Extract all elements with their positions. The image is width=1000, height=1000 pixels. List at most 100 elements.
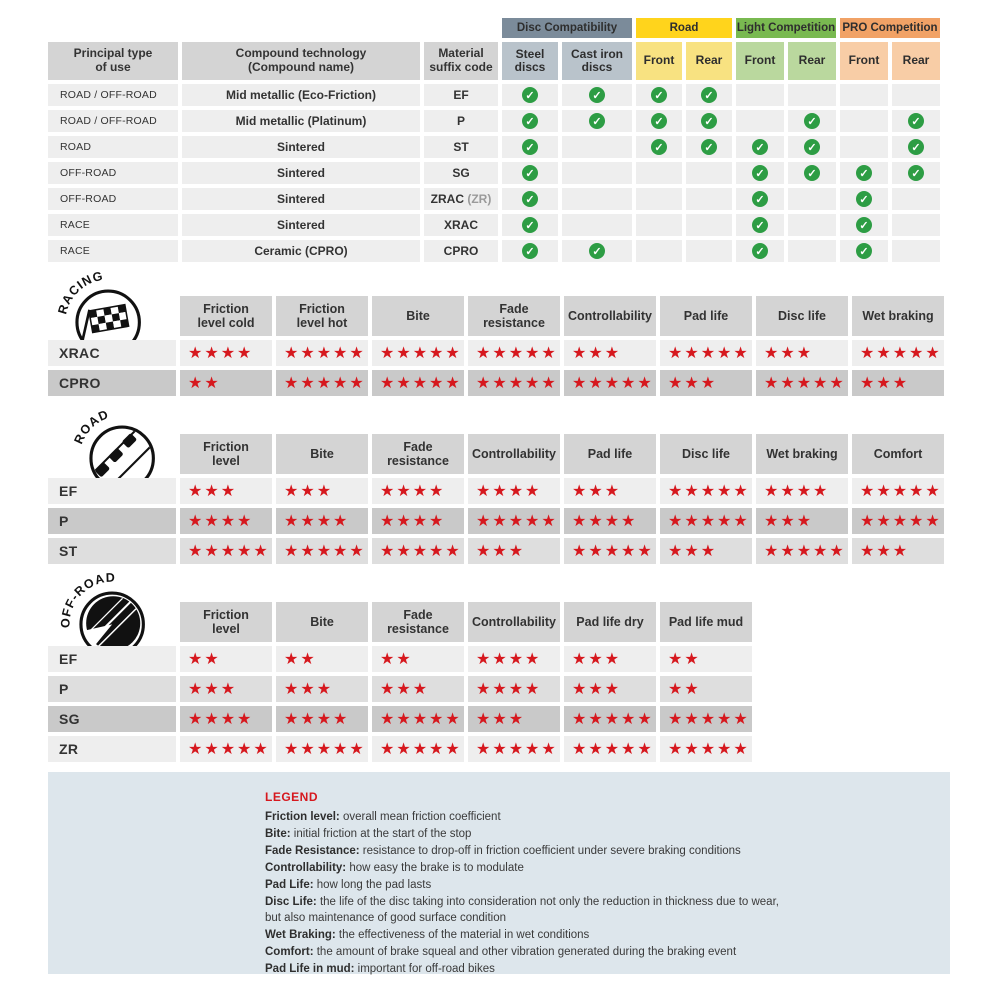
legend-item: Fade Resistance: resistance to drop-off … (265, 844, 741, 857)
check-icon: ✓ (589, 87, 605, 103)
check-cell (788, 214, 836, 236)
suffix-cell: XRAC (424, 214, 498, 236)
compound-cell: Sintered (182, 188, 420, 210)
suffix-cell: SG (424, 162, 498, 184)
check-icon: ✓ (522, 139, 538, 155)
check-cell: ✓ (502, 188, 558, 210)
rating-column-header: Wet braking (756, 434, 848, 474)
star-rating: ★★★★ (564, 508, 656, 534)
check-icon: ✓ (804, 113, 820, 129)
legend-item: Comfort: the amount of brake squeal and … (265, 946, 737, 959)
racing-flag-icon: RACING (55, 269, 141, 356)
check-icon: ✓ (752, 217, 768, 233)
compound-code: ZR (48, 736, 176, 762)
suffix-note: (ZR) (464, 192, 492, 206)
star-rating: ★★★ (852, 370, 944, 396)
check-cell (788, 240, 836, 262)
use-cell: ROAD / OFF-ROAD (48, 110, 178, 132)
group-header-road: Road (636, 18, 732, 38)
check-cell (840, 84, 888, 106)
star-rating: ★★★★★ (564, 538, 656, 564)
check-icon: ✓ (651, 139, 667, 155)
check-icon: ✓ (589, 243, 605, 259)
sub-column-header: Front (840, 42, 888, 80)
check-icon: ✓ (522, 243, 538, 259)
star-rating: ★★★★★ (468, 736, 560, 762)
rating-column-header: Fade resistance (372, 434, 464, 474)
star-rating: ★★★★★ (852, 508, 944, 534)
star-rating: ★★★★ (180, 508, 272, 534)
suffix-cell: ZRAC (ZR) (424, 188, 498, 210)
road-corner (48, 434, 176, 474)
star-rating: ★★★★★ (660, 478, 752, 504)
check-icon: ✓ (804, 139, 820, 155)
legend-item: Disc Life: the life of the disc taking i… (265, 895, 779, 908)
star-rating: ★★ (660, 676, 752, 702)
check-cell: ✓ (686, 84, 732, 106)
check-cell (562, 214, 632, 236)
check-icon: ✓ (589, 113, 605, 129)
star-rating: ★★★★★ (852, 478, 944, 504)
sub-column-header: Rear (892, 42, 940, 80)
star-rating: ★★★★★ (756, 370, 848, 396)
check-cell (636, 162, 682, 184)
sub-column-header: Cast iron discs (562, 42, 632, 80)
star-rating: ★★★ (564, 340, 656, 366)
check-cell: ✓ (562, 110, 632, 132)
offroad-table: Friction level Bite Fade resistance Control… (48, 602, 752, 762)
check-icon: ✓ (856, 243, 872, 259)
star-rating: ★★★ (756, 340, 848, 366)
star-rating: ★★★★★ (564, 706, 656, 732)
check-cell (892, 84, 940, 106)
check-cell (636, 240, 682, 262)
star-rating: ★★★★ (276, 706, 368, 732)
star-rating: ★★★ (276, 676, 368, 702)
compat-table: Disc Compatibility Road Light Competition P… (48, 18, 940, 262)
group-header-light-competition: Light Competition (736, 18, 836, 38)
check-cell: ✓ (686, 136, 732, 158)
check-cell: ✓ (562, 84, 632, 106)
rating-column-header: Friction level cold (180, 296, 272, 336)
check-cell: ✓ (840, 188, 888, 210)
star-rating: ★★★★ (180, 340, 272, 366)
star-rating: ★★★ (468, 538, 560, 564)
compound-cell: Mid metallic (Platinum) (182, 110, 420, 132)
rating-column-header: Bite (372, 296, 464, 336)
star-rating: ★★★★ (180, 706, 272, 732)
check-cell (562, 136, 632, 158)
sub-column-header: Rear (788, 42, 836, 80)
check-cell (788, 188, 836, 210)
star-rating: ★★★ (660, 370, 752, 396)
use-cell: OFF-ROAD (48, 162, 178, 184)
use-cell: ROAD (48, 136, 178, 158)
check-cell (892, 240, 940, 262)
star-rating: ★★★★★ (660, 340, 752, 366)
star-rating: ★★★ (468, 706, 560, 732)
star-rating: ★★★ (180, 478, 272, 504)
compound-code: ST (48, 538, 176, 564)
star-rating: ★★★★★ (564, 736, 656, 762)
check-cell (562, 162, 632, 184)
star-rating: ★★★★★ (468, 370, 560, 396)
check-cell: ✓ (788, 162, 836, 184)
star-rating: ★★★★★ (564, 370, 656, 396)
star-rating: ★★★★ (372, 478, 464, 504)
check-cell (736, 110, 784, 132)
check-cell (840, 136, 888, 158)
star-rating: ★★★★★ (276, 370, 368, 396)
check-cell: ✓ (502, 162, 558, 184)
column-header: Compound technology (Compound name) (182, 42, 420, 80)
check-cell (736, 84, 784, 106)
star-rating: ★★★★★ (660, 706, 752, 732)
check-cell: ✓ (788, 110, 836, 132)
star-rating: ★★★★ (468, 676, 560, 702)
check-cell: ✓ (736, 136, 784, 158)
legend-item: Bite: initial friction at the start of t… (265, 827, 472, 840)
star-rating: ★★★ (372, 676, 464, 702)
compound-code: CPRO (48, 370, 176, 396)
check-icon: ✓ (522, 217, 538, 233)
compound-code: EF (48, 646, 176, 672)
legend-item: but also maintenance of good surface con… (265, 912, 507, 925)
check-icon: ✓ (752, 243, 768, 259)
